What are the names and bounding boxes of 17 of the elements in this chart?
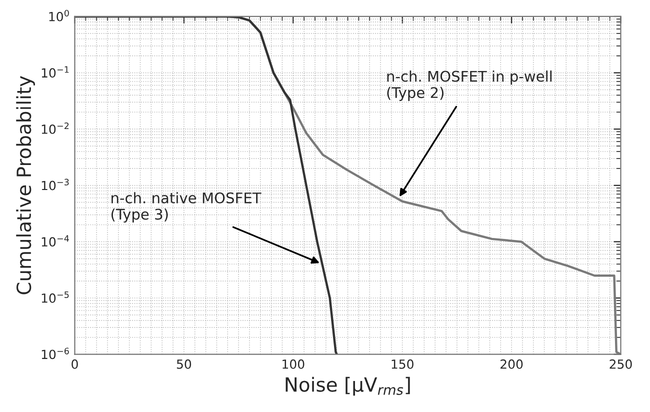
x-tick-label: 50	[176, 359, 192, 369]
x-tick-label: 150	[392, 359, 414, 369]
annotation: n-ch. MOSFET in p-well (Type 2)	[387, 70, 552, 101]
x-tick-label: 0	[72, 359, 78, 369]
x-tick-label: 100	[282, 359, 304, 369]
x-axis-title: Noise [μV$_{rms}$]	[286, 376, 410, 396]
y-tick-label: 10$^{−2}$	[42, 122, 69, 134]
y-tick-label: 10$^{0}$	[49, 10, 69, 22]
y-tick-label: 10$^{−3}$	[42, 178, 69, 190]
y-tick-label: 10$^{−6}$	[42, 348, 69, 360]
x-tick-label: 250	[610, 359, 632, 369]
x-tick-label: 200	[500, 359, 523, 369]
y-axis-title: Cumulative Probability	[16, 76, 35, 294]
y-tick-label: 10$^{−1}$	[42, 66, 69, 78]
y-tick-label: 10$^{−4}$	[42, 235, 69, 247]
y-tick-label: 10$^{−5}$	[42, 292, 69, 303]
annotation: n-ch. native MOSFET (Type 3)	[111, 192, 262, 223]
